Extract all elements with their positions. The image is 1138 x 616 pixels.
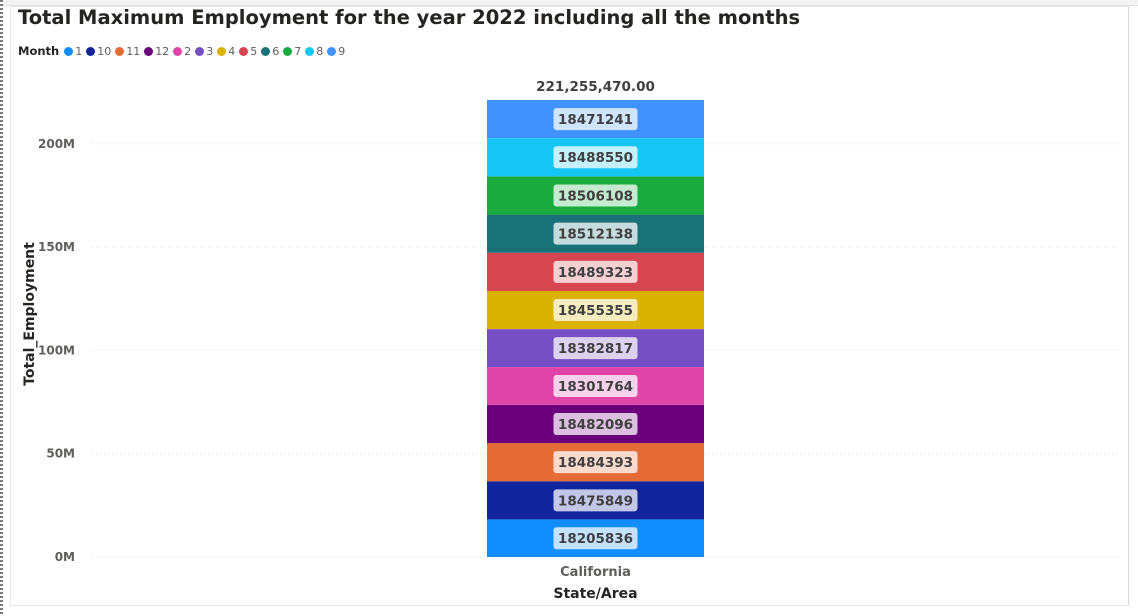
legend-marker — [195, 46, 205, 56]
legend-item[interactable]: 9 — [327, 45, 345, 58]
x-category-label: California — [560, 565, 631, 580]
data-label-text: 18506108 — [558, 188, 633, 204]
data-label-background — [553, 108, 638, 131]
data-label-text: 18475849 — [558, 493, 633, 509]
data-label-background — [553, 489, 638, 512]
data-label: 18489323 — [553, 260, 638, 283]
data-label: 18484393 — [553, 451, 638, 474]
data-label-background — [553, 146, 638, 169]
legend-item[interactable]: 11 — [115, 45, 140, 58]
bar-segments — [487, 100, 704, 557]
data-label-text: 18455355 — [558, 303, 633, 319]
data-label: 18506108 — [553, 184, 638, 207]
data-label-background — [553, 374, 638, 397]
legend-item[interactable]: 10 — [86, 45, 111, 58]
data-label: 18382817 — [553, 337, 638, 360]
data-label-background — [553, 337, 638, 360]
legend-label: 7 — [294, 44, 302, 58]
legend-marker — [144, 46, 154, 56]
data-label-background — [553, 299, 638, 322]
legend-marker — [115, 46, 125, 56]
legend-marker — [283, 46, 293, 56]
legend-label: 1 — [75, 44, 83, 58]
data-label: 18205836 — [553, 527, 638, 550]
visual-container[interactable] — [10, 6, 1129, 606]
legend-label: 3 — [206, 44, 214, 58]
data-label: 18475849 — [553, 489, 638, 512]
data-label-text: 18301764 — [558, 379, 633, 395]
x-axis-title: State/Area — [553, 586, 637, 602]
legend-marker — [239, 46, 249, 56]
legend[interactable]: Month 1 10 11 12 2 3 4 5 6 7 8 9 — [18, 43, 349, 59]
legend-item[interactable]: 2 — [173, 45, 191, 58]
total-label: 221,255,470.00 — [536, 79, 655, 95]
legend-label: 9 — [338, 44, 346, 58]
legend-label: 6 — [272, 44, 280, 58]
canvas-edge — [0, 0, 3, 616]
data-label-background — [553, 184, 638, 207]
data-label-background — [553, 260, 638, 283]
legend-item[interactable]: 1 — [64, 45, 82, 58]
data-label: 18482096 — [553, 412, 638, 435]
chart-title: Total Maximum Employment for the year 20… — [18, 6, 801, 29]
legend-items: 1 10 11 12 2 3 4 5 6 7 8 9 — [64, 45, 349, 58]
legend-label: 12 — [155, 44, 170, 58]
legend-marker — [305, 46, 315, 56]
legend-item[interactable]: 8 — [305, 45, 323, 58]
legend-label: 5 — [250, 44, 258, 58]
legend-label: 8 — [316, 44, 324, 58]
data-label: 18471241 — [553, 108, 638, 131]
data-label-text: 18512138 — [558, 227, 633, 243]
data-label-text: 18471241 — [558, 112, 633, 128]
legend-item[interactable]: 5 — [239, 45, 257, 58]
data-label: 18512138 — [553, 222, 638, 245]
legend-marker — [86, 46, 96, 56]
data-label-text: 18489323 — [558, 265, 633, 281]
data-label-text: 18488550 — [558, 150, 633, 166]
data-label-text: 18205836 — [558, 531, 633, 547]
y-tick-label: 0M — [55, 550, 75, 564]
data-label-background — [553, 412, 638, 435]
legend-item[interactable]: 7 — [283, 45, 301, 58]
legend-marker — [173, 46, 183, 56]
legend-marker — [217, 46, 227, 56]
data-label-text: 18482096 — [558, 417, 633, 433]
data-label-background — [553, 451, 638, 474]
y-tick-label: 200M — [38, 137, 75, 151]
data-label-text: 18382817 — [558, 341, 633, 357]
legend-marker — [64, 46, 74, 56]
data-label-text: 18484393 — [558, 455, 633, 471]
data-label: 18301764 — [553, 374, 638, 397]
legend-label: 11 — [126, 44, 141, 58]
legend-label: 2 — [184, 44, 192, 58]
legend-label: 10 — [97, 44, 112, 58]
y-tick-label: 50M — [46, 447, 75, 461]
data-label: 18455355 — [553, 299, 638, 322]
y-axis-title: Total_Employment — [22, 242, 38, 386]
legend-item[interactable]: 6 — [261, 45, 279, 58]
legend-item[interactable]: 4 — [217, 45, 235, 58]
data-label: 18488550 — [553, 146, 638, 169]
segment-labels: 18205836 18475849 18484393 18482096 18301764… — [553, 108, 638, 550]
legend-title: Month — [18, 44, 60, 58]
legend-item[interactable]: 3 — [195, 45, 213, 58]
y-axis-ticks: 0M 50M 100M 150M 200M — [38, 137, 75, 564]
data-label-background — [553, 527, 638, 550]
top-toolbar-strip — [3, 0, 1138, 6]
legend-marker — [327, 46, 337, 56]
legend-label: 4 — [228, 44, 236, 58]
y-tick-label: 150M — [38, 240, 75, 254]
y-tick-label: 100M — [38, 343, 75, 357]
data-label-background — [553, 222, 638, 245]
legend-item[interactable]: 12 — [144, 45, 169, 58]
legend-marker — [261, 46, 271, 56]
